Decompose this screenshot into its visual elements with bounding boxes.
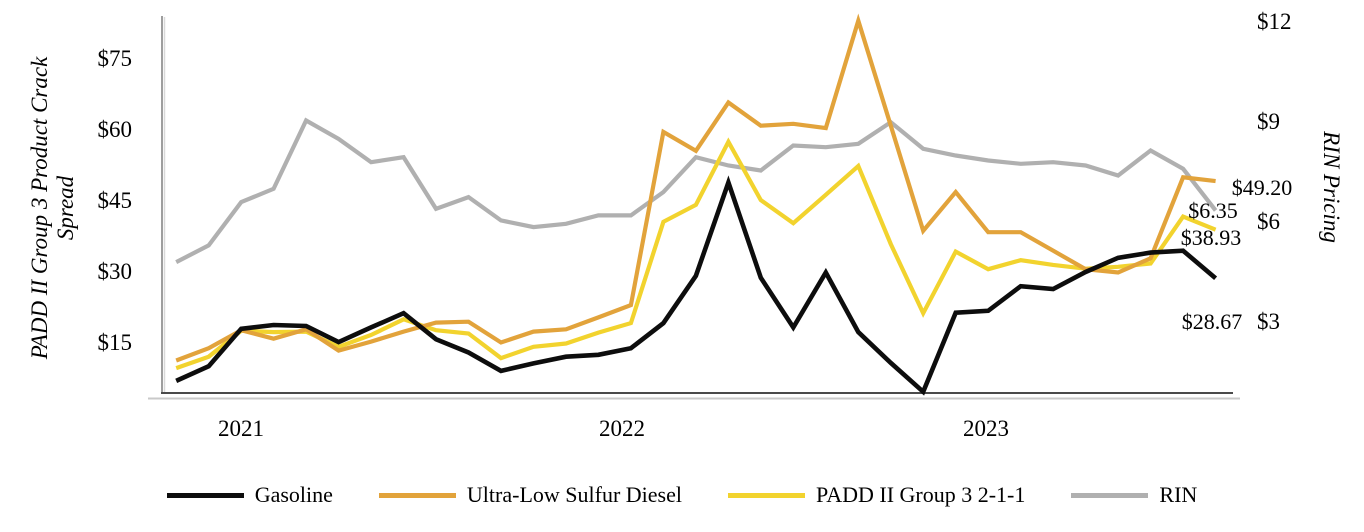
- legend-item-padd-2-1-1: PADD II Group 3 2-1-1: [727, 482, 1025, 508]
- rin-line: [175, 117, 1218, 264]
- rin-line-swatch: [1071, 492, 1149, 498]
- x-tick-2023: 2023: [963, 416, 1009, 441]
- x-tick-2022: 2022: [599, 416, 645, 441]
- right-tick-9: $9: [1257, 109, 1280, 135]
- x-tick-2021: 2021: [218, 416, 264, 441]
- left-tick-60: $60: [97, 117, 133, 142]
- series-group: [175, 13, 1218, 396]
- padd-2-1-1-line: [175, 137, 1217, 371]
- legend-item-rin: RIN: [1071, 482, 1197, 508]
- right-tick-12: $12: [1257, 9, 1292, 35]
- legend-item-ulsd: Ultra-Low Sulfur Diesel: [378, 482, 682, 508]
- gasoline-line-swatch: [166, 492, 244, 498]
- end-label-ulsd: $49.20: [1231, 175, 1293, 200]
- right-tick-3: $3: [1257, 309, 1280, 334]
- end-label-rin: $6.35: [1188, 198, 1238, 223]
- gasoline-line: [175, 175, 1218, 396]
- left-tick-30: $30: [97, 259, 133, 284]
- ulsd-line-swatch: [378, 492, 456, 498]
- end-label-gasoline: $28.67: [1181, 309, 1243, 334]
- left-tick-75: $75: [97, 46, 133, 71]
- right-tick-6: $6: [1257, 209, 1280, 235]
- padd-2-1-1-line-swatch: [727, 492, 805, 498]
- legend: Gasoline Ultra-Low Sulfur Diesel PADD II…: [0, 482, 1364, 508]
- left-tick-45: $45: [97, 188, 133, 213]
- end-label-padd-2-1-1: $38.93: [1180, 225, 1242, 250]
- left-tick-15: $15: [97, 330, 133, 355]
- ulsd-line: [175, 13, 1216, 363]
- legend-item-gasoline: Gasoline: [166, 482, 333, 508]
- left-axis-title-line1: PADD II Group 3 Product Crack: [27, 56, 52, 360]
